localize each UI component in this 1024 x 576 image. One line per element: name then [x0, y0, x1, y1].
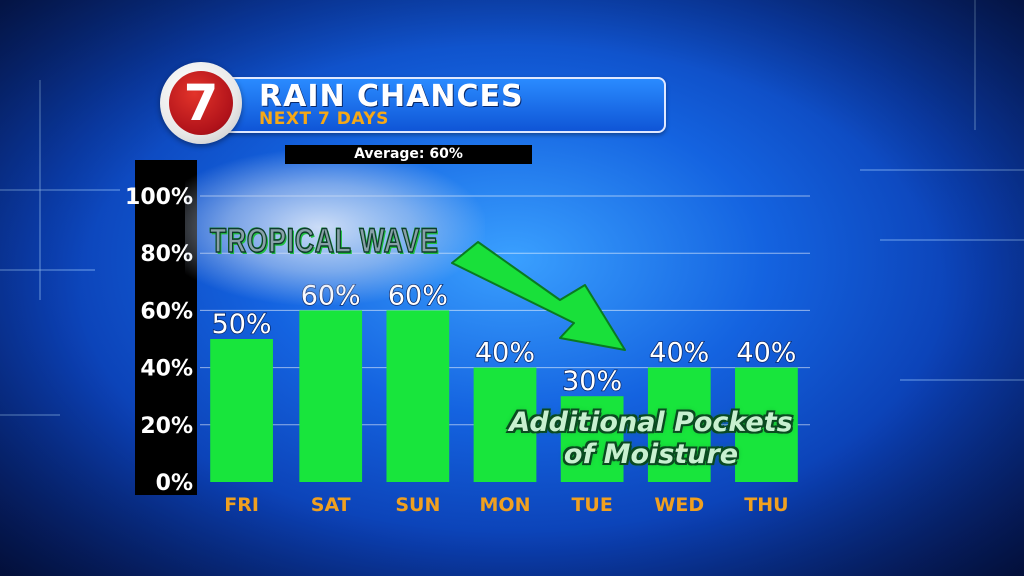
- x-tick-label: WED: [654, 494, 704, 516]
- value-label: 50%: [212, 309, 272, 340]
- moisture-line-1: Additional Pockets: [509, 407, 793, 438]
- y-tick-label: 20%: [140, 414, 193, 439]
- value-label: 40%: [736, 338, 796, 369]
- page-subtitle: NEXT 7 DAYS: [259, 109, 389, 129]
- y-tick-label: 100%: [125, 185, 193, 210]
- x-tick-label: SAT: [311, 494, 351, 516]
- x-tick-label: TUE: [571, 494, 612, 516]
- logo-number: 7: [169, 71, 233, 135]
- value-label: 40%: [649, 338, 709, 369]
- value-label: 40%: [475, 338, 535, 369]
- x-tick-label: SUN: [395, 494, 440, 516]
- bar-fri: [210, 339, 273, 482]
- bar-sun: [386, 310, 450, 482]
- moisture-annotation: Additional Pockets of Moisture: [486, 407, 816, 471]
- moisture-line-2: of Moisture: [563, 439, 739, 470]
- tropical-wave-label: TROPICAL WAVE: [209, 221, 439, 261]
- x-tick-label: FRI: [224, 494, 259, 516]
- average-label: Average: 60%: [285, 145, 532, 164]
- bar-sat: [299, 310, 363, 482]
- station-logo: 7: [160, 62, 242, 144]
- title-bar: RAIN CHANCES NEXT 7 DAYS: [200, 77, 666, 133]
- value-label: 30%: [562, 366, 622, 397]
- y-tick-label: 40%: [140, 357, 193, 382]
- y-tick-label: 0%: [156, 471, 193, 496]
- x-tick-label: MON: [480, 494, 531, 516]
- x-tick-label: THU: [744, 494, 788, 516]
